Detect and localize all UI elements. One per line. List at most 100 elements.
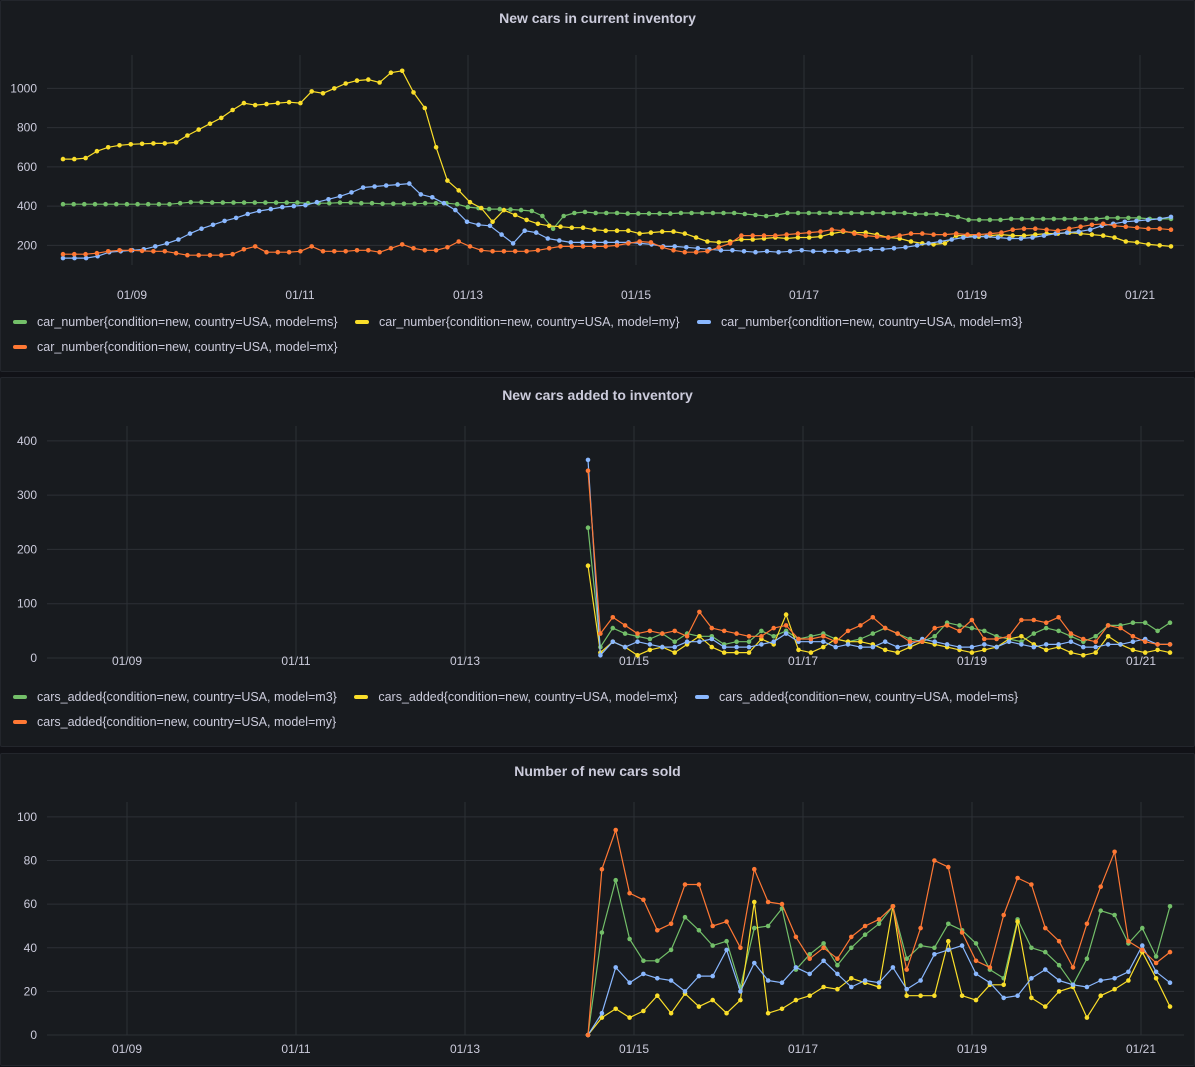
data-point xyxy=(303,202,308,208)
y-tick-label: 20 xyxy=(24,984,38,998)
data-point xyxy=(320,91,326,96)
data-point xyxy=(603,244,608,249)
legend-item-mx[interactable]: cars_added{condition=new, country=USA, m… xyxy=(354,685,678,710)
data-point xyxy=(932,952,937,957)
data-point xyxy=(614,228,620,233)
data-point xyxy=(648,240,654,245)
data-point xyxy=(697,634,702,639)
data-point xyxy=(765,899,771,905)
data-point xyxy=(709,636,715,642)
data-point xyxy=(337,194,343,199)
data-point xyxy=(668,947,674,953)
data-point xyxy=(151,249,156,254)
data-point xyxy=(721,210,726,216)
data-point xyxy=(636,211,641,216)
data-point xyxy=(1134,218,1139,224)
added-legend: cars_added{condition=new, country=USA, m… xyxy=(13,685,1182,735)
y-tick-label: 100 xyxy=(17,597,37,611)
data-point xyxy=(377,249,382,255)
legend-item-ms[interactable]: car_number{condition=new, country=USA, m… xyxy=(13,310,338,335)
legend-item-my[interactable]: cars_added{condition=new, country=USA, m… xyxy=(13,710,336,735)
data-point xyxy=(1078,224,1083,229)
data-point xyxy=(969,617,975,623)
data-point xyxy=(326,197,331,202)
data-point xyxy=(518,207,524,213)
data-point xyxy=(659,245,665,250)
x-tick-label: 01/15 xyxy=(619,654,649,668)
data-point xyxy=(710,997,715,1003)
data-point xyxy=(1084,921,1090,927)
data-point xyxy=(162,141,168,146)
legend-item-ms[interactable]: cars_added{condition=new, country=USA, m… xyxy=(694,685,1018,710)
data-point xyxy=(870,631,876,636)
legend-item-my[interactable]: car_number{condition=new, country=USA, m… xyxy=(355,310,680,335)
data-point xyxy=(835,986,840,992)
data-point xyxy=(264,101,269,107)
legend-swatch xyxy=(694,694,709,699)
data-point xyxy=(672,244,677,249)
data-point xyxy=(793,997,799,1003)
legend-item-m3[interactable]: cars_added{condition=new, country=USA, m… xyxy=(13,685,337,710)
data-point xyxy=(557,238,562,243)
data-point xyxy=(783,612,789,617)
data-point xyxy=(1146,226,1151,231)
data-point xyxy=(771,639,776,644)
sold-panel: Number of new cars sold 0 20 40 60 80 100 01/0… xyxy=(0,753,1195,1066)
data-point xyxy=(1041,233,1047,238)
data-point xyxy=(957,623,962,628)
x-tick-label: 01/19 xyxy=(957,654,987,668)
data-point xyxy=(585,1032,591,1038)
data-point xyxy=(1136,215,1142,221)
data-point xyxy=(920,639,925,644)
data-point xyxy=(641,1008,646,1014)
data-point xyxy=(456,239,462,244)
data-point xyxy=(1081,653,1086,658)
data-point xyxy=(689,210,694,216)
inventory-legend: car_number{condition=new, country=USA, m… xyxy=(13,310,1182,360)
data-point xyxy=(776,249,781,255)
data-point xyxy=(984,234,989,239)
data-point xyxy=(753,212,758,218)
data-point xyxy=(72,255,77,261)
data-point xyxy=(445,245,450,250)
data-point xyxy=(890,965,896,970)
data-point xyxy=(845,249,851,254)
data-point xyxy=(870,644,876,650)
data-point xyxy=(1062,216,1067,222)
data-point xyxy=(486,206,492,212)
data-point xyxy=(1153,960,1159,966)
data-point xyxy=(1055,228,1061,233)
data-point xyxy=(955,214,961,220)
data-point xyxy=(464,219,470,225)
x-tick-label: 01/17 xyxy=(789,288,819,302)
data-point xyxy=(1031,631,1037,636)
legend-item-m3[interactable]: car_number{condition=new, country=USA, m… xyxy=(697,310,1022,335)
data-point xyxy=(734,631,739,636)
data-point xyxy=(441,200,447,206)
legend-item-mx[interactable]: car_number{condition=new, country=USA, m… xyxy=(13,335,338,360)
data-point xyxy=(759,634,764,639)
data-point xyxy=(430,195,435,200)
data-point xyxy=(953,231,959,236)
data-point xyxy=(1142,639,1148,644)
data-point xyxy=(82,201,87,207)
data-point xyxy=(1001,912,1006,918)
data-point xyxy=(1072,216,1078,222)
panel-title: Number of new cars sold xyxy=(514,763,681,779)
data-point xyxy=(946,947,951,953)
data-point xyxy=(727,241,733,246)
data-point xyxy=(697,609,702,615)
data-point xyxy=(807,971,812,977)
data-point xyxy=(818,234,823,239)
x-tick-label: 01/11 xyxy=(281,1042,310,1056)
legend-swatch xyxy=(13,344,27,349)
data-point xyxy=(999,230,1004,235)
data-point xyxy=(1140,947,1145,953)
data-point xyxy=(849,210,854,216)
data-point xyxy=(72,251,77,257)
data-point xyxy=(603,228,608,233)
series-line xyxy=(587,879,1171,1036)
data-point xyxy=(139,248,145,254)
data-point xyxy=(946,938,951,944)
data-point xyxy=(641,958,646,964)
